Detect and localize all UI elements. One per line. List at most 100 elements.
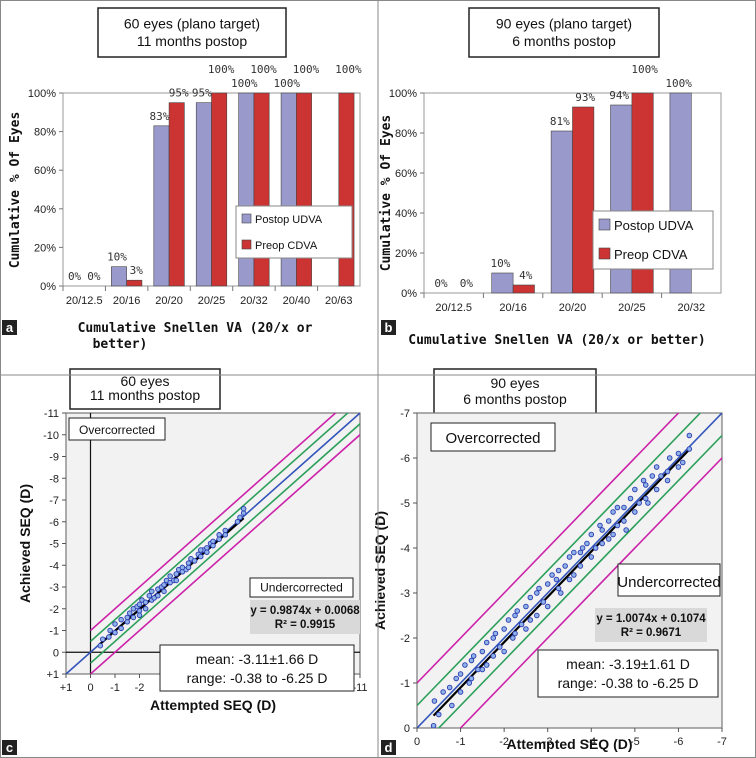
y-tick-label: 0 [404,723,410,735]
x-tick-label: 20/40 [283,295,311,307]
legend-box [592,210,714,270]
undercorrected-box [249,577,354,598]
y-tick-label: 80% [34,127,56,139]
y-tick-label: -4 [400,543,410,555]
data-point [185,564,192,571]
x-tick-label: 20/32 [678,302,706,314]
data-point [571,572,577,578]
plot-content [417,413,722,728]
data-point [490,653,497,659]
y-tick-label: 0% [401,288,417,300]
data-point [627,495,634,502]
title-box [97,7,287,58]
data-point [614,522,621,529]
title-line-1: 60 eyes [120,373,169,389]
data-point [179,564,186,571]
y-tick-label: -6 [400,453,410,465]
data-point [204,549,210,555]
data-point [597,522,603,529]
legend-swatch [241,239,252,250]
y-tick-label: 20% [395,248,417,260]
x-tick-label: 20/25 [618,302,646,314]
data-point [686,432,693,439]
data-point [431,698,438,704]
y-tick-label: -5 [49,539,59,551]
data-point [623,527,629,533]
title-line-2: 6 months postop [463,391,567,407]
data-point [462,662,468,668]
data-label: 95% [192,87,212,100]
data-point [592,545,599,551]
y-tick-label: -7 [49,495,59,507]
band-plus-half-D [89,422,360,664]
data-point [118,625,124,632]
data-point [605,536,612,542]
y-tick-label: -10 [43,430,59,442]
y-tick-label: -9 [49,452,59,464]
x-tick-label: -1 [456,736,466,748]
y-axis-label: Achieved SEQ (D) [372,511,388,630]
data-point [237,514,243,521]
x-axis-label: Attempted SEQ (D) [150,697,276,713]
y-tick-label: -6 [49,517,59,529]
undercorrected-box [617,563,721,597]
y-tick-label: -11 [44,408,59,420]
x-tick-label: -2 [499,736,509,748]
title-line-2: 11 months postop [137,33,247,49]
x-tick-label: 20/16 [499,302,527,314]
band-minus-half-D [417,413,702,707]
y-tick-label: 60% [34,165,56,177]
data-point [544,603,551,610]
title-line-2: 11 months postop [90,387,200,403]
data-point [97,642,104,649]
y-tick-label: 60% [395,168,417,180]
data-point [680,459,686,466]
equation-box [250,600,360,634]
data-point [436,711,442,718]
data-point [523,626,529,632]
panel-a: 60 eyes (plano target)11 months postop a 0… [2,7,362,352]
data-point [549,572,555,578]
x-tick-label: +1 [60,682,73,694]
data-point [501,626,507,632]
data-point [534,590,540,596]
data-point [167,573,173,579]
y-tick-label: 20% [34,242,56,254]
y-tick-label: -1 [49,626,59,638]
data-point [222,532,228,538]
y-tick-label: -1 [400,678,410,690]
y-tick-label: -3 [49,582,59,594]
data-point [457,671,464,677]
data-label: 81% [550,115,570,128]
bar-cdva [211,92,228,287]
x-axis-label-line-2: better) [93,337,148,352]
data-point [161,588,167,595]
data-point [640,477,647,484]
panel-letter-box [381,320,396,335]
y-tick-label: 40% [395,208,417,220]
data-point [161,582,167,588]
data-point [136,612,143,619]
undercorrected-label: Undercorrected [260,581,343,595]
y-tick-label: 40% [34,204,56,216]
x-tick-label: -1 [110,682,120,694]
data-label: 0% [434,277,448,290]
r-squared: R² = 0.9915 [275,619,336,631]
x-axis-label: Cumulative Snellen VA (20/x or better) [408,333,705,348]
data-point [558,590,564,596]
data-point [514,608,520,614]
data-point [599,540,605,547]
legend-swatch [598,247,611,260]
data-label: 100% [208,63,235,76]
data-label: 83% [149,110,169,123]
data-point [191,558,198,564]
x-tick-label: -3 [543,736,553,748]
panel-letter: b [385,320,393,335]
x-tick-label: 20/16 [113,295,141,307]
data-point [197,553,204,560]
data-label: 100% [631,63,658,76]
overcorrected-label: Overcorrected [445,430,540,447]
data-point [636,500,642,506]
data-point [130,614,137,621]
